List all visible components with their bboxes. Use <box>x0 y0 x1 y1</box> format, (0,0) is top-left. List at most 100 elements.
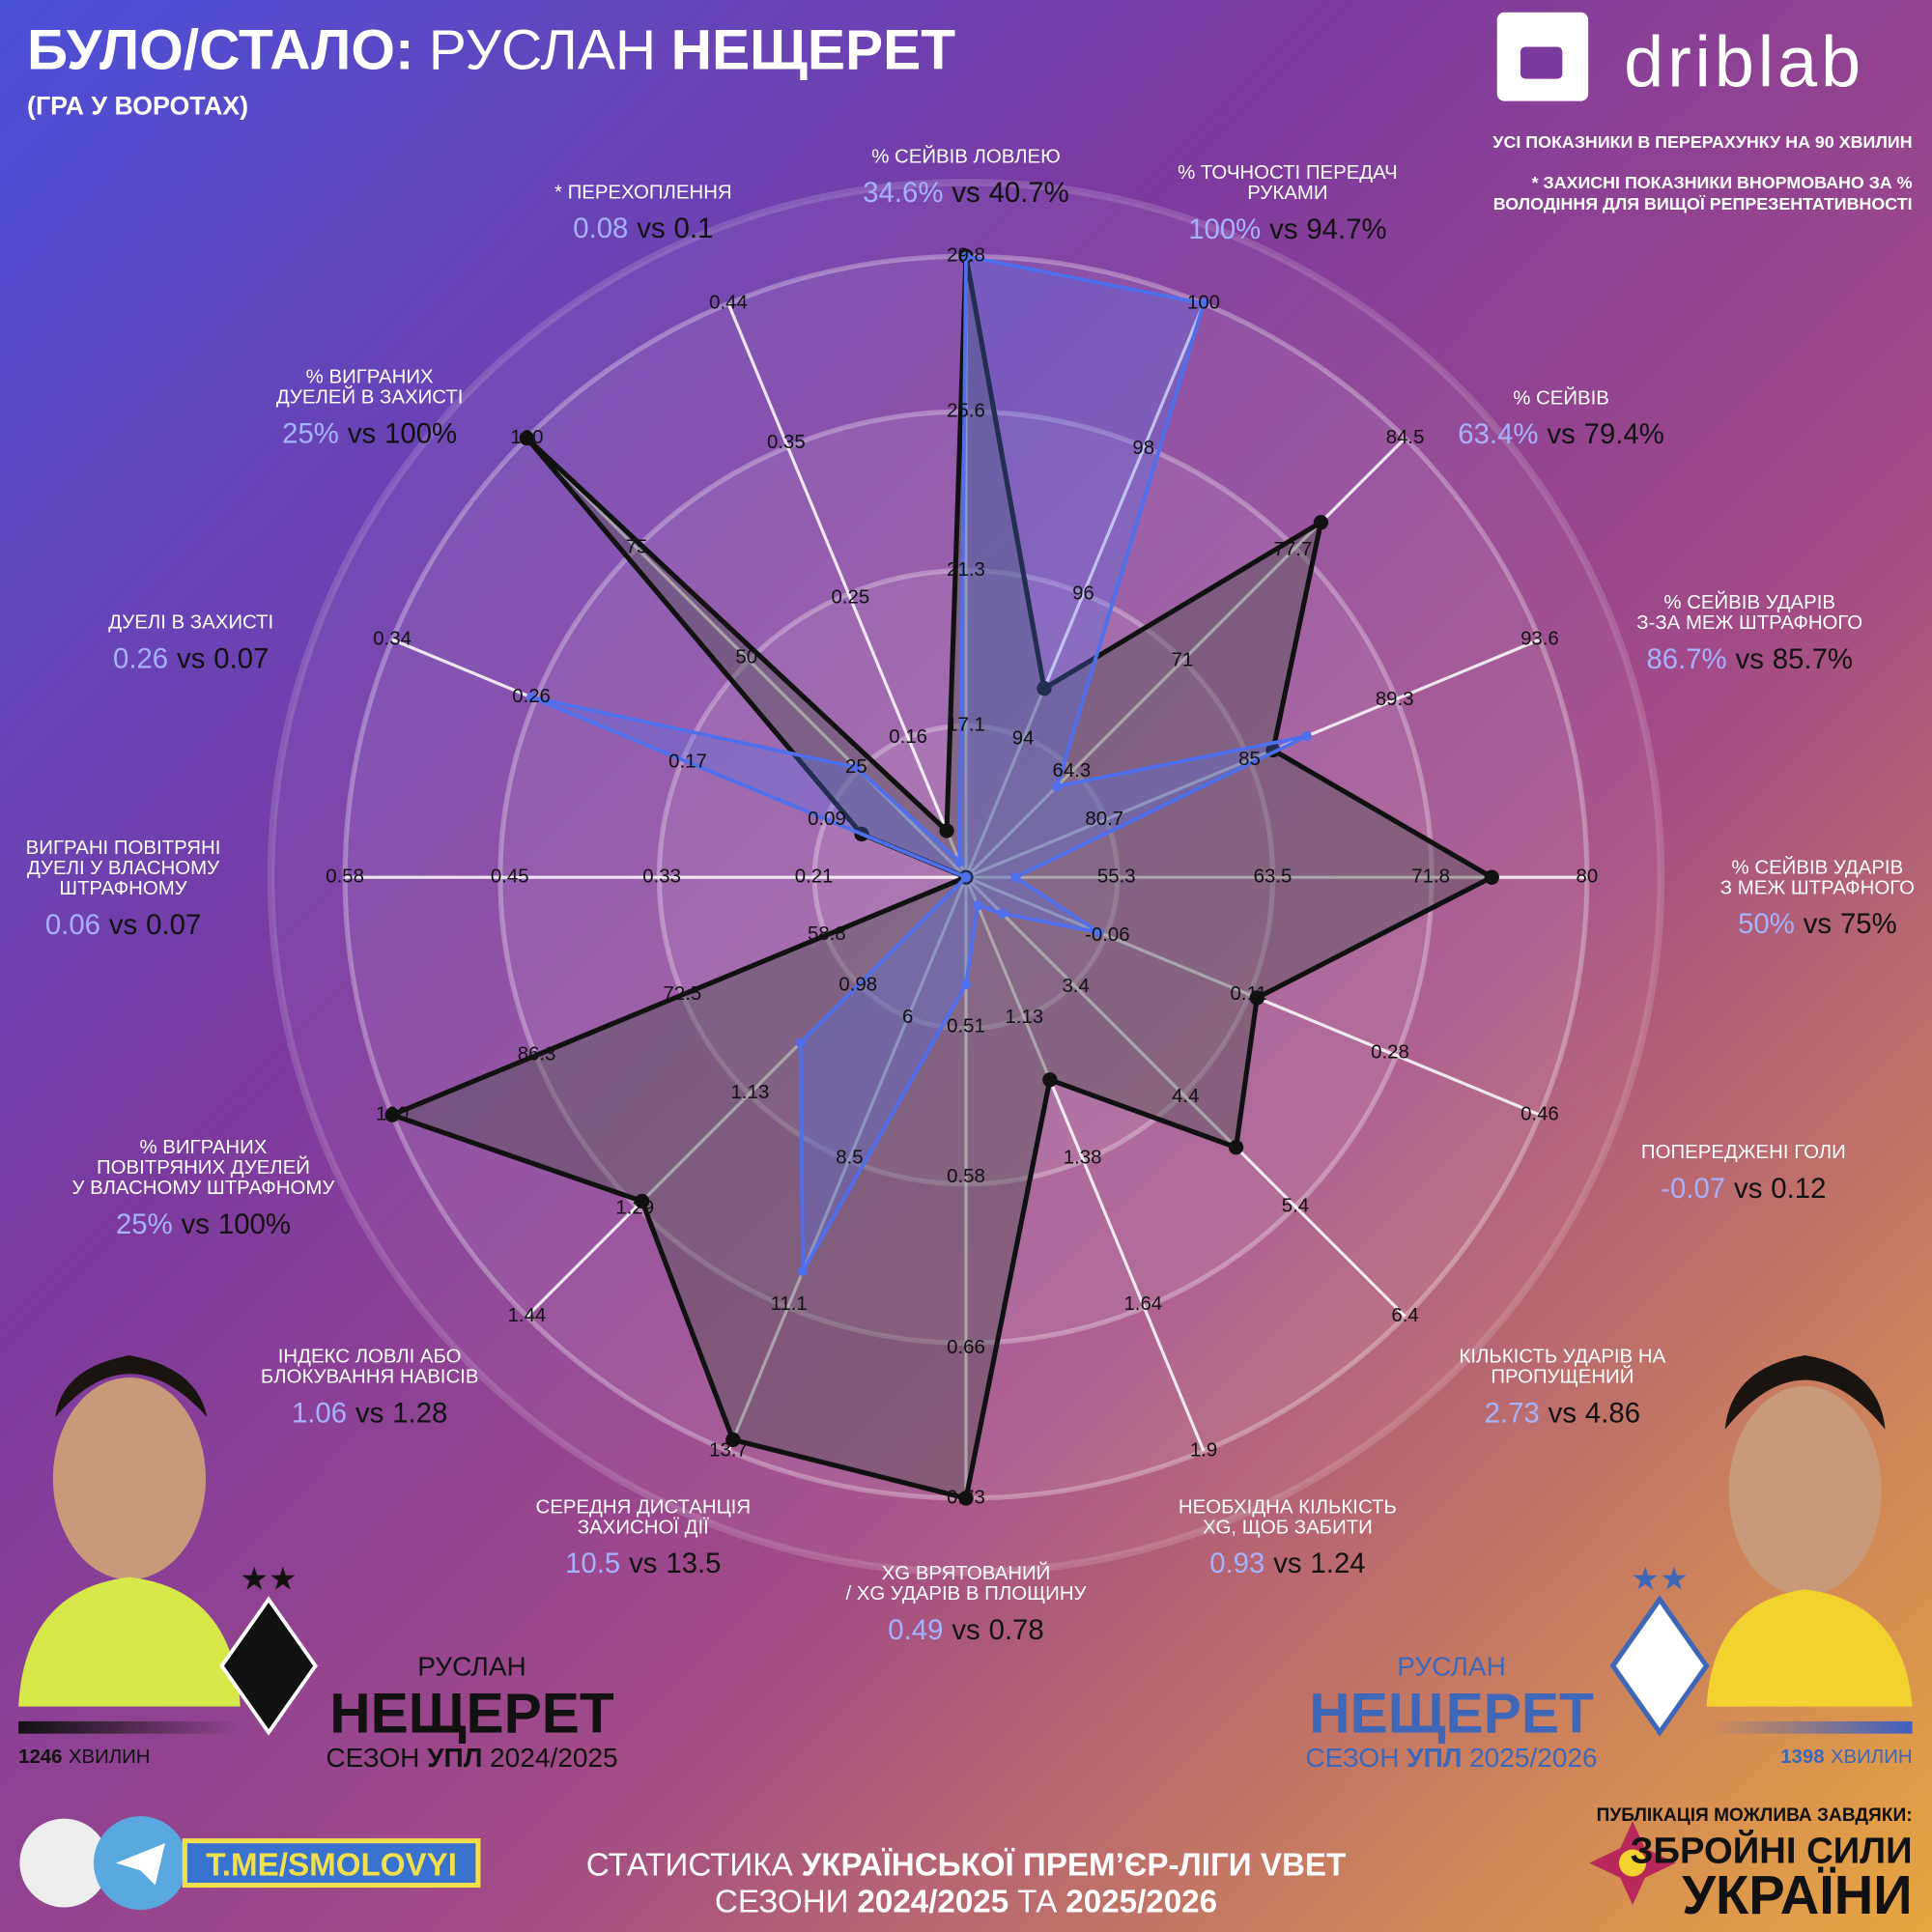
value-label: 34.6% <box>863 177 943 209</box>
photo <box>18 1577 241 1707</box>
tick-label: 0.58 <box>326 867 364 888</box>
minutes-value: 1398 <box>1780 1747 1824 1768</box>
value-label: 100% <box>1188 213 1261 245</box>
axis-label: ДУЕЛІ У ВЛАСНОМУ <box>27 858 220 879</box>
minutes: 1398 ХВИЛИН <box>1780 1747 1912 1768</box>
axis-line <box>964 876 1406 1318</box>
data-point <box>1301 730 1312 742</box>
telegram-link[interactable]: T.ME/SMOLOVYI <box>206 1847 457 1883</box>
separator: vs <box>952 1614 980 1646</box>
separator: vs <box>1548 1398 1577 1430</box>
axis-label: % СЕЙВІВ <box>1513 385 1609 409</box>
axis-line <box>964 876 1206 1452</box>
tick-label: 100 <box>376 1104 409 1125</box>
value-label: 0.07 <box>213 642 269 674</box>
value-label: 1.06 <box>292 1398 347 1430</box>
seasons-part: 2024/2025 <box>857 1885 1009 1920</box>
value-label: 85.7% <box>1773 643 1853 675</box>
stats-part: СТАТИСТИКА <box>586 1847 794 1883</box>
axis-label: ПРОПУЩЕНИЙ <box>1491 1365 1634 1388</box>
tick-label: 4.4 <box>1172 1086 1199 1107</box>
title-part: БУЛО/СТАЛО: <box>27 18 413 81</box>
telegram-box[interactable] <box>182 1838 481 1889</box>
value-label: 0.49 <box>888 1614 943 1646</box>
tick-label: 1.44 <box>508 1305 547 1326</box>
axis-values: 1.06 vs 1.28 <box>292 1398 447 1430</box>
tick-label: 86.3 <box>518 1044 556 1065</box>
photo <box>1706 1589 1913 1707</box>
axis-label: XG ВРЯТОВАНИЙ <box>882 1561 1051 1584</box>
minutes-value: 1246 <box>18 1747 62 1768</box>
value-label: 10.5 <box>565 1548 620 1579</box>
tick-label: 0.44 <box>709 293 748 314</box>
bar <box>1706 1720 1913 1734</box>
axis-label: СЕРЕДНЯ ДИСТАНЦІЯ <box>536 1496 752 1518</box>
tick-label: 71 <box>1172 650 1194 671</box>
tick-label: 0.17 <box>668 751 707 772</box>
axis-values: -0.07 vs 0.12 <box>1661 1173 1826 1205</box>
season-part: СЕЗОН <box>1305 1743 1399 1773</box>
tick-label: 55.3 <box>1097 867 1136 888</box>
season: СЕЗОН УПЛ 2025/2026 <box>1305 1743 1597 1773</box>
separator: vs <box>1273 1548 1301 1579</box>
separator: vs <box>177 642 205 674</box>
axis-label: НЕОБХІДНА КІЛЬКІСТЬ <box>1179 1496 1397 1518</box>
data-point <box>939 823 954 838</box>
data-point <box>635 1193 650 1209</box>
data-point <box>960 872 972 883</box>
axis-line <box>726 876 968 1452</box>
data-point <box>798 1265 809 1276</box>
photo <box>1728 1385 1882 1596</box>
tick-label: 64.3 <box>1053 760 1092 781</box>
tick-label: 25 <box>845 756 867 778</box>
axis-label: % СЕЙВІВ УДАРІВ <box>1732 855 1904 878</box>
value-label: 0.08 <box>573 213 628 244</box>
first-name: РУСЛАН <box>1397 1652 1506 1682</box>
tick-label: 1.13 <box>1005 1007 1043 1028</box>
axis-label: / XG УДАРІВ В ПЛОЩИНУ <box>845 1583 1087 1605</box>
tick-label: 0.35 <box>767 432 806 453</box>
tick-label: 1.29 <box>615 1197 654 1218</box>
data-point <box>960 251 972 262</box>
value-label: 2.73 <box>1485 1398 1540 1430</box>
minutes-unit: ХВИЛИН <box>1831 1747 1913 1768</box>
value-label: 100% <box>384 418 457 450</box>
title-part: НЕЩЕРЕТ <box>671 18 956 81</box>
season-part: УПЛ <box>427 1743 482 1773</box>
tick-label: 25.6 <box>947 400 985 421</box>
data-point <box>997 908 1008 919</box>
army-name: УКРАЇНИ <box>1682 1864 1913 1925</box>
separator: vs <box>1547 418 1575 450</box>
title: БУЛО/СТАЛО: РУСЛАН НЕЩЕРЕТ <box>27 18 955 81</box>
value-label: 50% <box>1738 908 1795 940</box>
axis-values: 0.08 vs 0.1 <box>573 213 713 244</box>
tick-label: 0.73 <box>947 1487 985 1508</box>
club-logo <box>1609 1595 1710 1737</box>
club-logo <box>219 1596 318 1736</box>
axis-line <box>526 437 968 879</box>
note: * ЗАХИСНІ ПОКАЗНИКИ ВНОРМОВАНО ЗА % <box>1532 173 1913 192</box>
axis-values: 63.4% vs 79.4% <box>1458 418 1664 450</box>
last-name: НЕЩЕРЕТ <box>329 1682 614 1745</box>
tick-label: 0.28 <box>1371 1041 1409 1063</box>
army-name: ЗБРОЙНІ СИЛИ <box>1631 1829 1913 1872</box>
axis-label: * ПЕРЕХОПЛЕННЯ <box>554 182 732 203</box>
axis-values: 0.26 vs 0.07 <box>113 642 269 674</box>
data-point <box>384 1107 400 1122</box>
data-point <box>1051 781 1063 792</box>
axis-values: 0.93 vs 1.24 <box>1209 1548 1365 1579</box>
axis-label: ПОВІТРЯНИХ ДУЕЛЕЙ <box>97 1155 310 1179</box>
brand: driblab <box>1624 21 1864 101</box>
axis-label: ВИГРАНІ ПОВІТРЯНІ <box>26 838 221 859</box>
tick-label: 11.1 <box>771 1293 808 1315</box>
value-label: 79.4% <box>1584 418 1664 450</box>
tick-label: 0.09 <box>808 809 846 830</box>
value-label: 94.7% <box>1306 213 1386 245</box>
stats-line: СТАТИСТИКА УКРАЇНСЬКОЇ ПРЕМ’ЄР-ЛІГИ VBET <box>586 1847 1347 1883</box>
tick-label: 84.5 <box>1386 427 1425 448</box>
tick-label: 0.58 <box>947 1166 985 1187</box>
value-label: 0.26 <box>113 642 168 674</box>
season-part: УПЛ <box>1406 1743 1462 1773</box>
data-point <box>851 762 862 773</box>
axis-line <box>964 302 1206 878</box>
